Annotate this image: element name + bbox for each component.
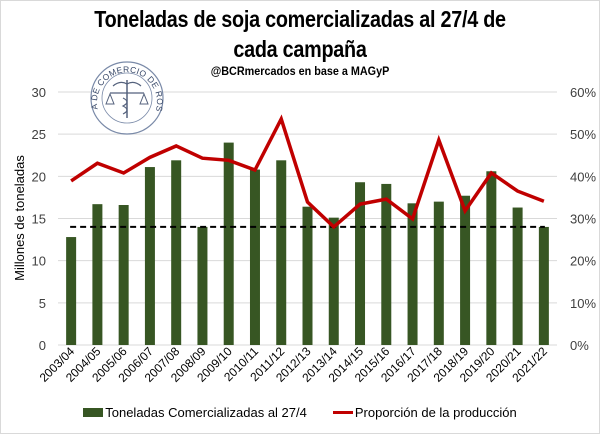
bar [538,226,549,345]
y2-tick-label: 30% [570,212,596,227]
y2-tick-label: 50% [570,127,596,142]
y-tick-label: 5 [39,296,46,311]
y2-tick-label: 60% [570,85,596,100]
y2-tick-label: 40% [570,169,596,184]
bar [118,205,129,345]
bar [144,167,155,345]
bar [92,204,103,345]
bar [486,171,497,345]
bar [460,195,471,345]
bar [249,169,260,345]
legend-label-bars: Toneladas Comercializadas al 27/4 [105,405,307,420]
legend-swatch-line [332,411,353,414]
y2-tick-label: 10% [570,296,596,311]
bar [197,226,208,345]
legend-item-line: Proporción de la producción [332,405,517,420]
left-axis-ticks: 0 5 10 15 20 25 30 [32,85,46,353]
bar [407,203,418,345]
legend-label-line: Proporción de la producción [354,405,517,420]
bar [328,217,339,345]
legend-item-bars: Toneladas Comercializadas al 27/4 [83,405,307,420]
y-axis-title: Millones de toneladas [12,155,27,281]
bar [355,182,366,345]
right-axis-ticks: 0% 10% 20% 30% 40% 50% 60% [570,85,596,353]
y2-tick-label: 20% [570,254,596,269]
bar [512,207,523,345]
bar [276,160,287,345]
legend-swatch-bars [83,408,104,417]
bar [433,201,444,345]
chart-subtitle: @BCRmercados en base a MAGyP [210,64,390,78]
y-tick-label: 20 [32,169,46,184]
x-axis-ticks: 2003/042004/052005/062006/072007/082008/… [37,344,551,385]
y-tick-label: 0 [39,338,46,353]
y-tick-label: 25 [32,127,46,142]
chart-title-line2: cada campaña [233,36,367,62]
bar [381,183,392,345]
bcr-logo: BOLSA DE COMERCIO DE ROSARIO [0,0,165,135]
y-tick-label: 30 [32,85,46,100]
bar [171,160,182,345]
line-series [70,114,545,230]
bar [223,142,234,345]
bar [66,237,77,345]
bar-series [66,142,549,345]
bar [302,206,313,345]
chart-title-line1: Toneladas de soja comercializadas al 27/… [94,6,506,32]
y2-tick-label: 0% [570,338,589,353]
y-tick-label: 10 [32,254,46,269]
legend: Toneladas Comercializadas al 27/4 Propor… [0,405,600,420]
y-tick-label: 15 [32,212,46,227]
